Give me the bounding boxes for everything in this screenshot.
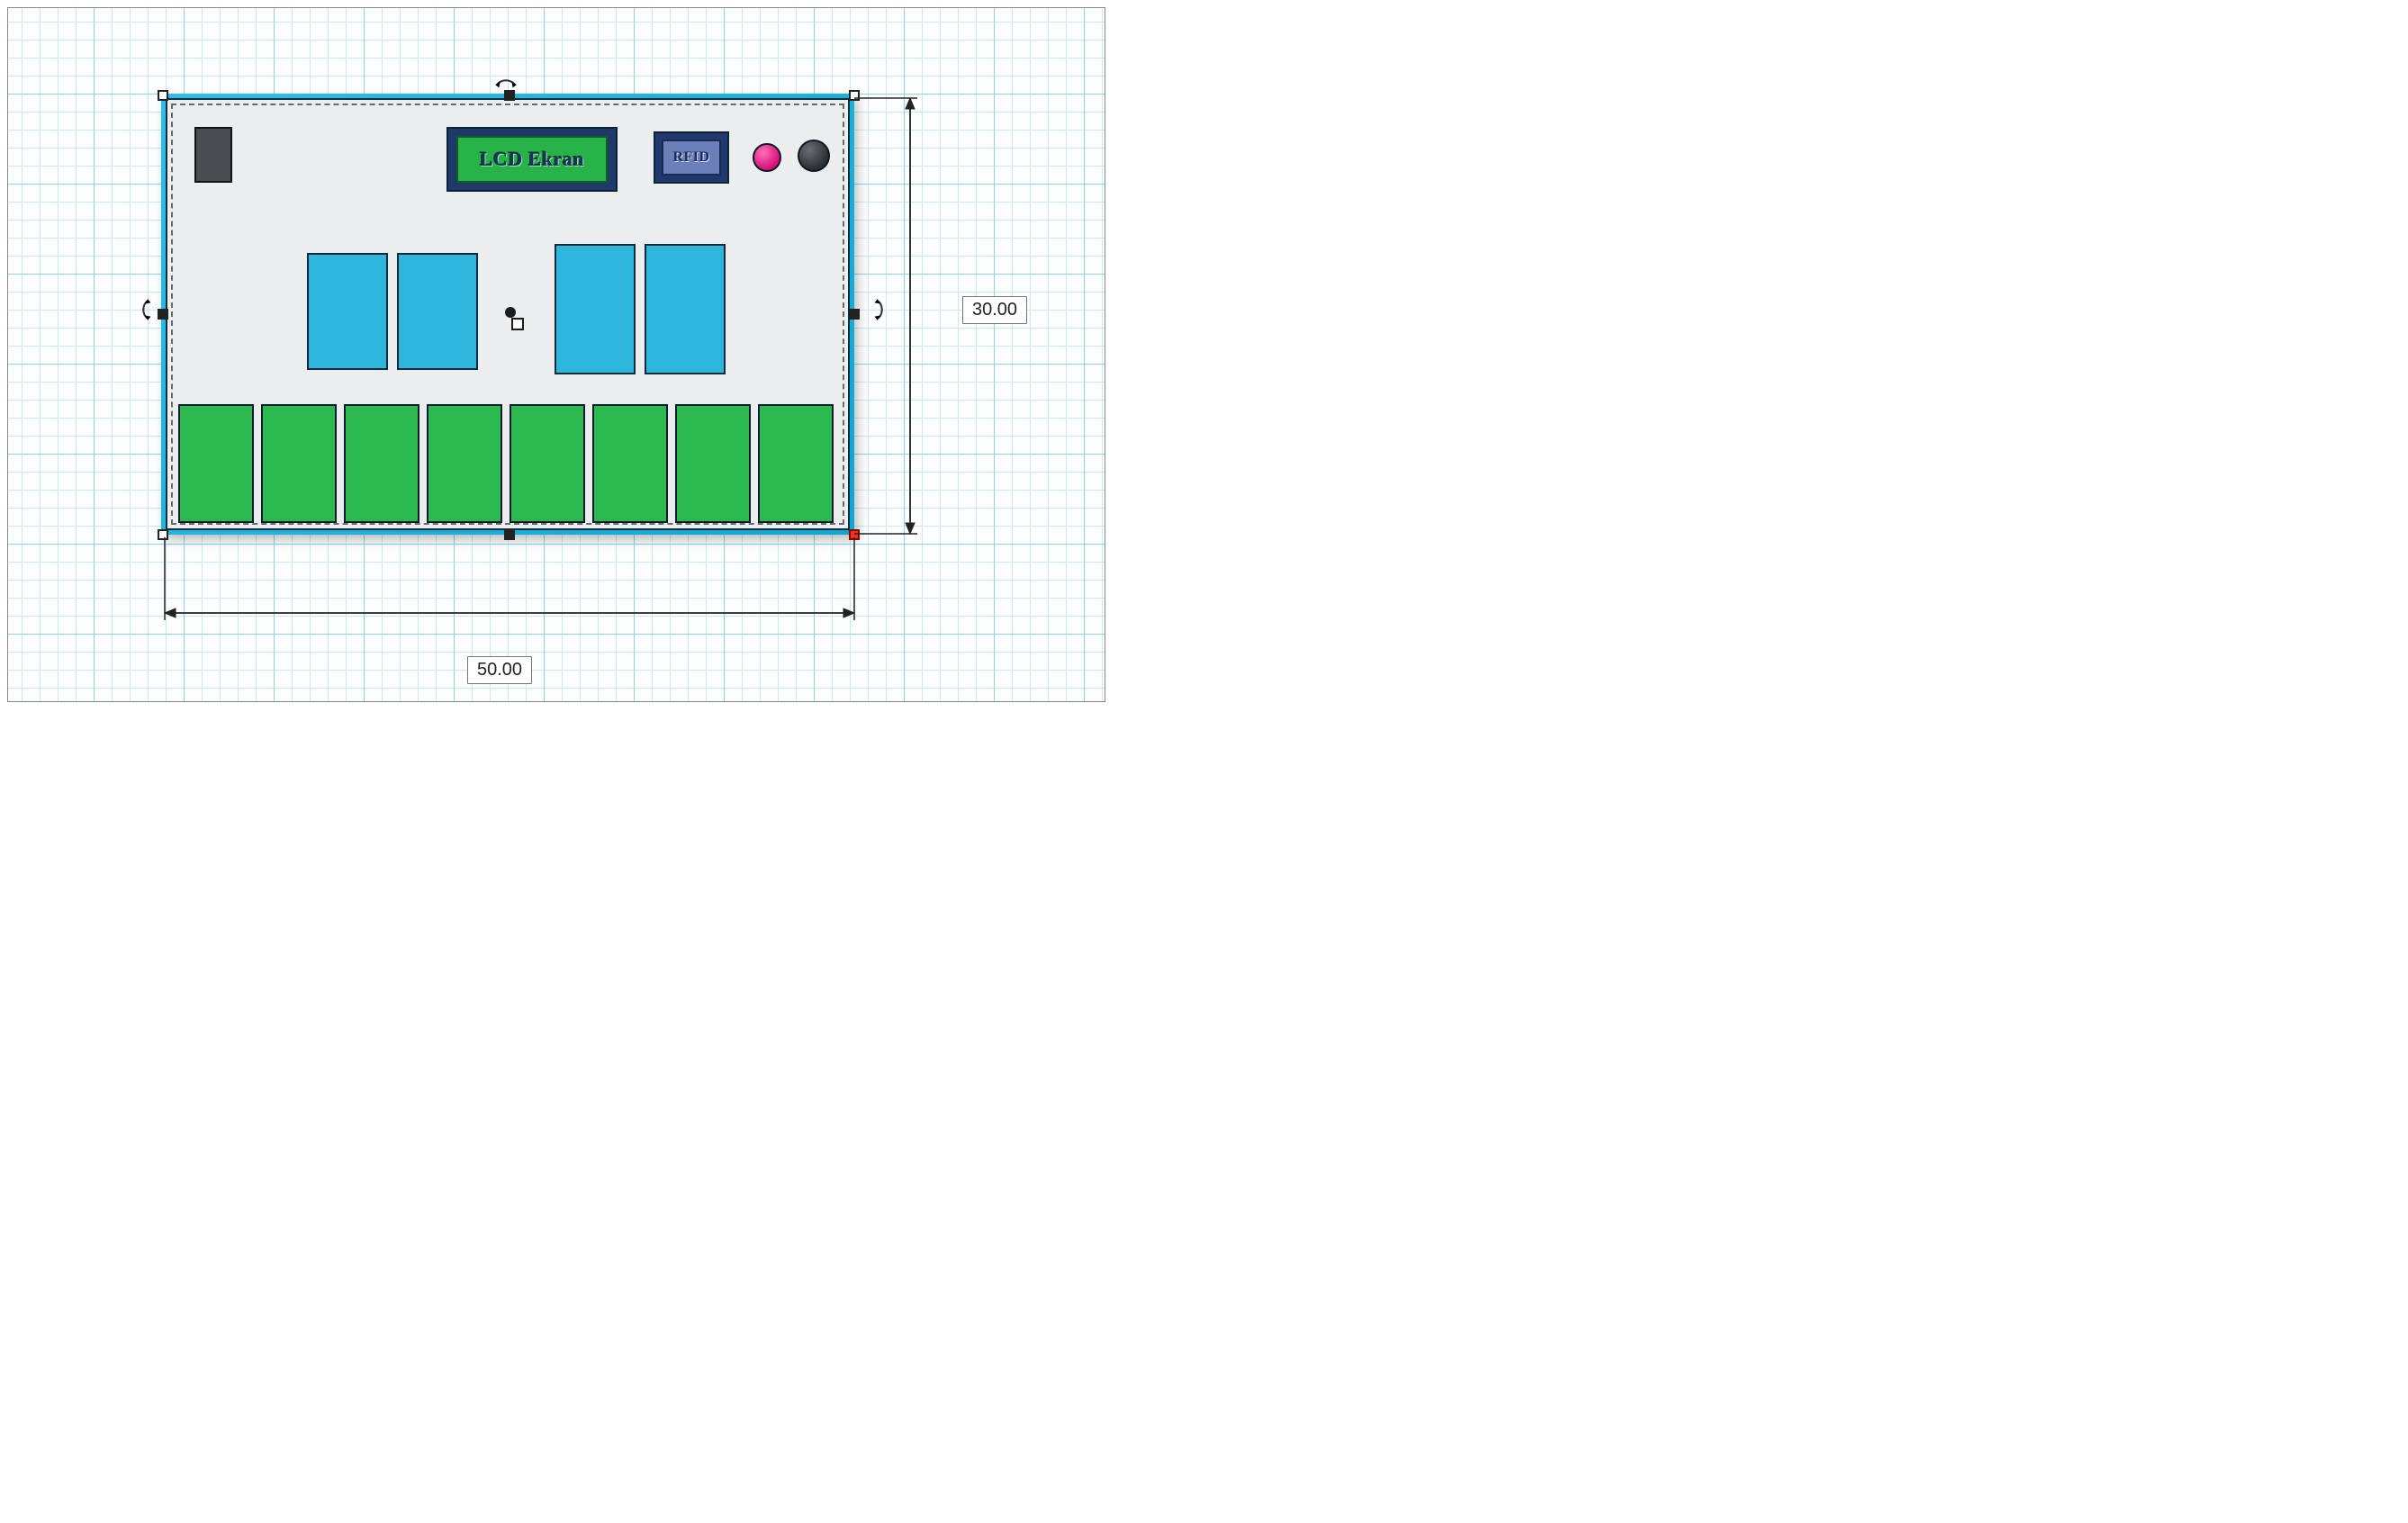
resize-handle-tl[interactable] bbox=[158, 90, 168, 101]
dimension-width bbox=[159, 537, 861, 627]
rfid-label: RFID bbox=[672, 149, 709, 166]
center-square-handle[interactable] bbox=[511, 318, 524, 330]
rotate-handle-left[interactable] bbox=[134, 298, 158, 321]
base-board[interactable]: LCD Ekran RFID bbox=[166, 98, 850, 530]
green-block[interactable] bbox=[758, 404, 834, 523]
blue-block[interactable] bbox=[555, 244, 636, 374]
module-dark-small[interactable] bbox=[194, 127, 232, 183]
module-lcd[interactable]: LCD Ekran bbox=[446, 127, 618, 192]
lcd-screen: LCD Ekran bbox=[456, 136, 608, 183]
green-block[interactable] bbox=[592, 404, 668, 523]
rfid-screen: RFID bbox=[662, 140, 721, 176]
green-block[interactable] bbox=[510, 404, 585, 523]
dimension-width-label[interactable]: 50.00 bbox=[467, 656, 532, 684]
dimension-width-value: 50.00 bbox=[477, 660, 522, 680]
led-dark[interactable] bbox=[798, 140, 830, 172]
center-dot-handle[interactable] bbox=[505, 307, 516, 318]
dimension-height-value: 30.00 bbox=[972, 300, 1017, 320]
green-block[interactable] bbox=[178, 404, 254, 523]
green-block[interactable] bbox=[675, 404, 751, 523]
green-block[interactable] bbox=[344, 404, 419, 523]
blue-block[interactable] bbox=[307, 253, 388, 370]
resize-handle-tm[interactable] bbox=[504, 90, 515, 101]
dimension-height bbox=[854, 95, 926, 545]
viewport[interactable]: LCD Ekran RFID bbox=[8, 8, 1105, 701]
resize-handle-ml[interactable] bbox=[158, 309, 168, 320]
editor-viewport-frame: LCD Ekran RFID bbox=[7, 7, 1105, 702]
green-block[interactable] bbox=[427, 404, 502, 523]
blue-block[interactable] bbox=[645, 244, 726, 374]
blue-block[interactable] bbox=[397, 253, 478, 370]
module-rfid[interactable]: RFID bbox=[654, 131, 729, 184]
led-pink[interactable] bbox=[753, 143, 781, 172]
selected-group[interactable]: LCD Ekran RFID bbox=[161, 94, 854, 535]
lcd-label: LCD Ekran bbox=[480, 148, 584, 171]
dimension-height-label[interactable]: 30.00 bbox=[962, 296, 1027, 324]
green-block[interactable] bbox=[261, 404, 337, 523]
